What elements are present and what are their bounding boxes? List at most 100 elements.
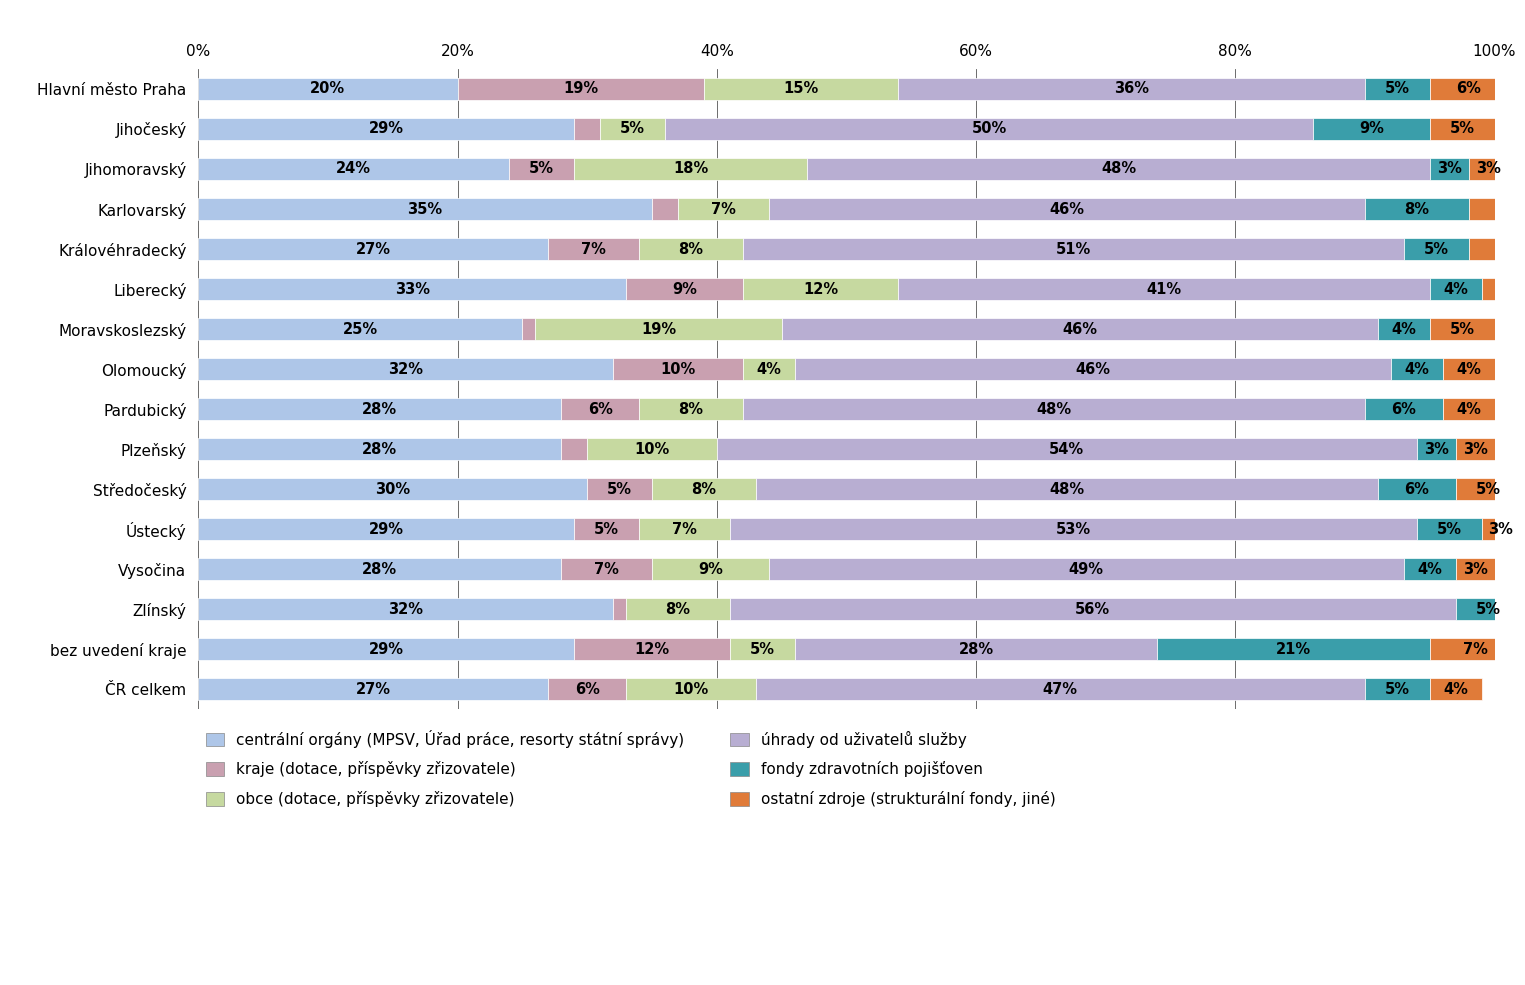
Text: 3%: 3%: [1424, 441, 1449, 457]
Bar: [1365, 679, 1430, 700]
Bar: [1482, 518, 1520, 540]
Text: 9%: 9%: [673, 282, 697, 296]
Bar: [1482, 278, 1507, 300]
Bar: [1430, 679, 1481, 700]
Text: 15%: 15%: [784, 82, 819, 97]
Text: 32%: 32%: [389, 361, 422, 376]
Bar: [198, 398, 561, 420]
Text: 53%: 53%: [1055, 522, 1090, 537]
Text: 7%: 7%: [1462, 641, 1487, 657]
Text: 19%: 19%: [563, 82, 598, 97]
Text: 5%: 5%: [1476, 602, 1501, 617]
Bar: [573, 518, 639, 540]
Text: 7%: 7%: [711, 202, 735, 217]
Text: 46%: 46%: [1063, 321, 1096, 337]
Text: 4%: 4%: [1417, 561, 1443, 576]
Text: 5%: 5%: [1385, 682, 1409, 696]
Bar: [1391, 359, 1443, 380]
Bar: [198, 318, 522, 340]
Text: 5%: 5%: [1450, 321, 1475, 337]
Bar: [613, 359, 743, 380]
Bar: [458, 78, 705, 99]
Text: 5%: 5%: [1450, 121, 1475, 137]
Bar: [743, 398, 1365, 420]
Bar: [705, 78, 898, 99]
Bar: [1520, 598, 1525, 621]
Bar: [573, 118, 599, 140]
Bar: [1430, 158, 1469, 180]
Bar: [743, 278, 898, 300]
Bar: [198, 278, 627, 300]
Text: 6%: 6%: [1456, 82, 1481, 97]
Bar: [653, 558, 769, 580]
Bar: [587, 438, 717, 460]
Bar: [1443, 359, 1494, 380]
Bar: [1365, 398, 1443, 420]
Bar: [1430, 278, 1481, 300]
Bar: [561, 398, 639, 420]
Text: 7%: 7%: [673, 522, 697, 537]
Bar: [756, 679, 1365, 700]
Bar: [729, 638, 795, 660]
Text: 3%: 3%: [1462, 441, 1487, 457]
Bar: [198, 679, 549, 700]
Text: 4%: 4%: [1456, 361, 1481, 376]
Bar: [198, 78, 458, 99]
Bar: [198, 638, 573, 660]
Bar: [613, 598, 625, 621]
Bar: [743, 359, 795, 380]
Text: 46%: 46%: [1075, 361, 1110, 376]
Text: 28%: 28%: [361, 441, 398, 457]
Bar: [198, 238, 549, 260]
Bar: [717, 438, 1417, 460]
Bar: [1403, 558, 1455, 580]
Text: 7%: 7%: [581, 241, 605, 256]
Bar: [509, 158, 573, 180]
Bar: [639, 398, 743, 420]
Bar: [627, 679, 756, 700]
Bar: [639, 238, 743, 260]
Bar: [1365, 198, 1469, 220]
Text: 4%: 4%: [1391, 321, 1417, 337]
Bar: [729, 518, 1417, 540]
Text: 29%: 29%: [369, 641, 404, 657]
Text: 8%: 8%: [691, 482, 717, 496]
Text: 21%: 21%: [1276, 641, 1312, 657]
Bar: [1469, 158, 1507, 180]
Text: 5%: 5%: [1385, 82, 1409, 97]
Text: 54%: 54%: [1049, 441, 1084, 457]
Bar: [1313, 118, 1430, 140]
Text: 18%: 18%: [673, 162, 709, 176]
Bar: [1417, 438, 1456, 460]
Bar: [198, 158, 509, 180]
Text: 8%: 8%: [665, 602, 691, 617]
Text: 32%: 32%: [389, 602, 422, 617]
Text: 12%: 12%: [802, 282, 839, 296]
Text: 49%: 49%: [1069, 561, 1104, 576]
Bar: [198, 359, 613, 380]
Text: 10%: 10%: [660, 361, 695, 376]
Text: 6%: 6%: [587, 402, 613, 417]
Text: 20%: 20%: [310, 82, 346, 97]
Bar: [627, 598, 730, 621]
Text: 6%: 6%: [1405, 482, 1429, 496]
Bar: [587, 478, 653, 500]
Text: 36%: 36%: [1115, 82, 1148, 97]
Bar: [898, 78, 1365, 99]
Bar: [573, 638, 730, 660]
Text: 29%: 29%: [369, 121, 404, 137]
Bar: [561, 558, 653, 580]
Bar: [1379, 478, 1456, 500]
Text: 3%: 3%: [1437, 162, 1461, 176]
Text: 8%: 8%: [679, 402, 703, 417]
Bar: [573, 158, 808, 180]
Bar: [522, 318, 535, 340]
Text: 4%: 4%: [1443, 282, 1469, 296]
Text: 4%: 4%: [756, 361, 781, 376]
Text: 9%: 9%: [1359, 121, 1383, 137]
Bar: [808, 158, 1430, 180]
Text: 48%: 48%: [1049, 482, 1084, 496]
Bar: [601, 118, 665, 140]
Bar: [1455, 478, 1520, 500]
Bar: [1430, 318, 1494, 340]
